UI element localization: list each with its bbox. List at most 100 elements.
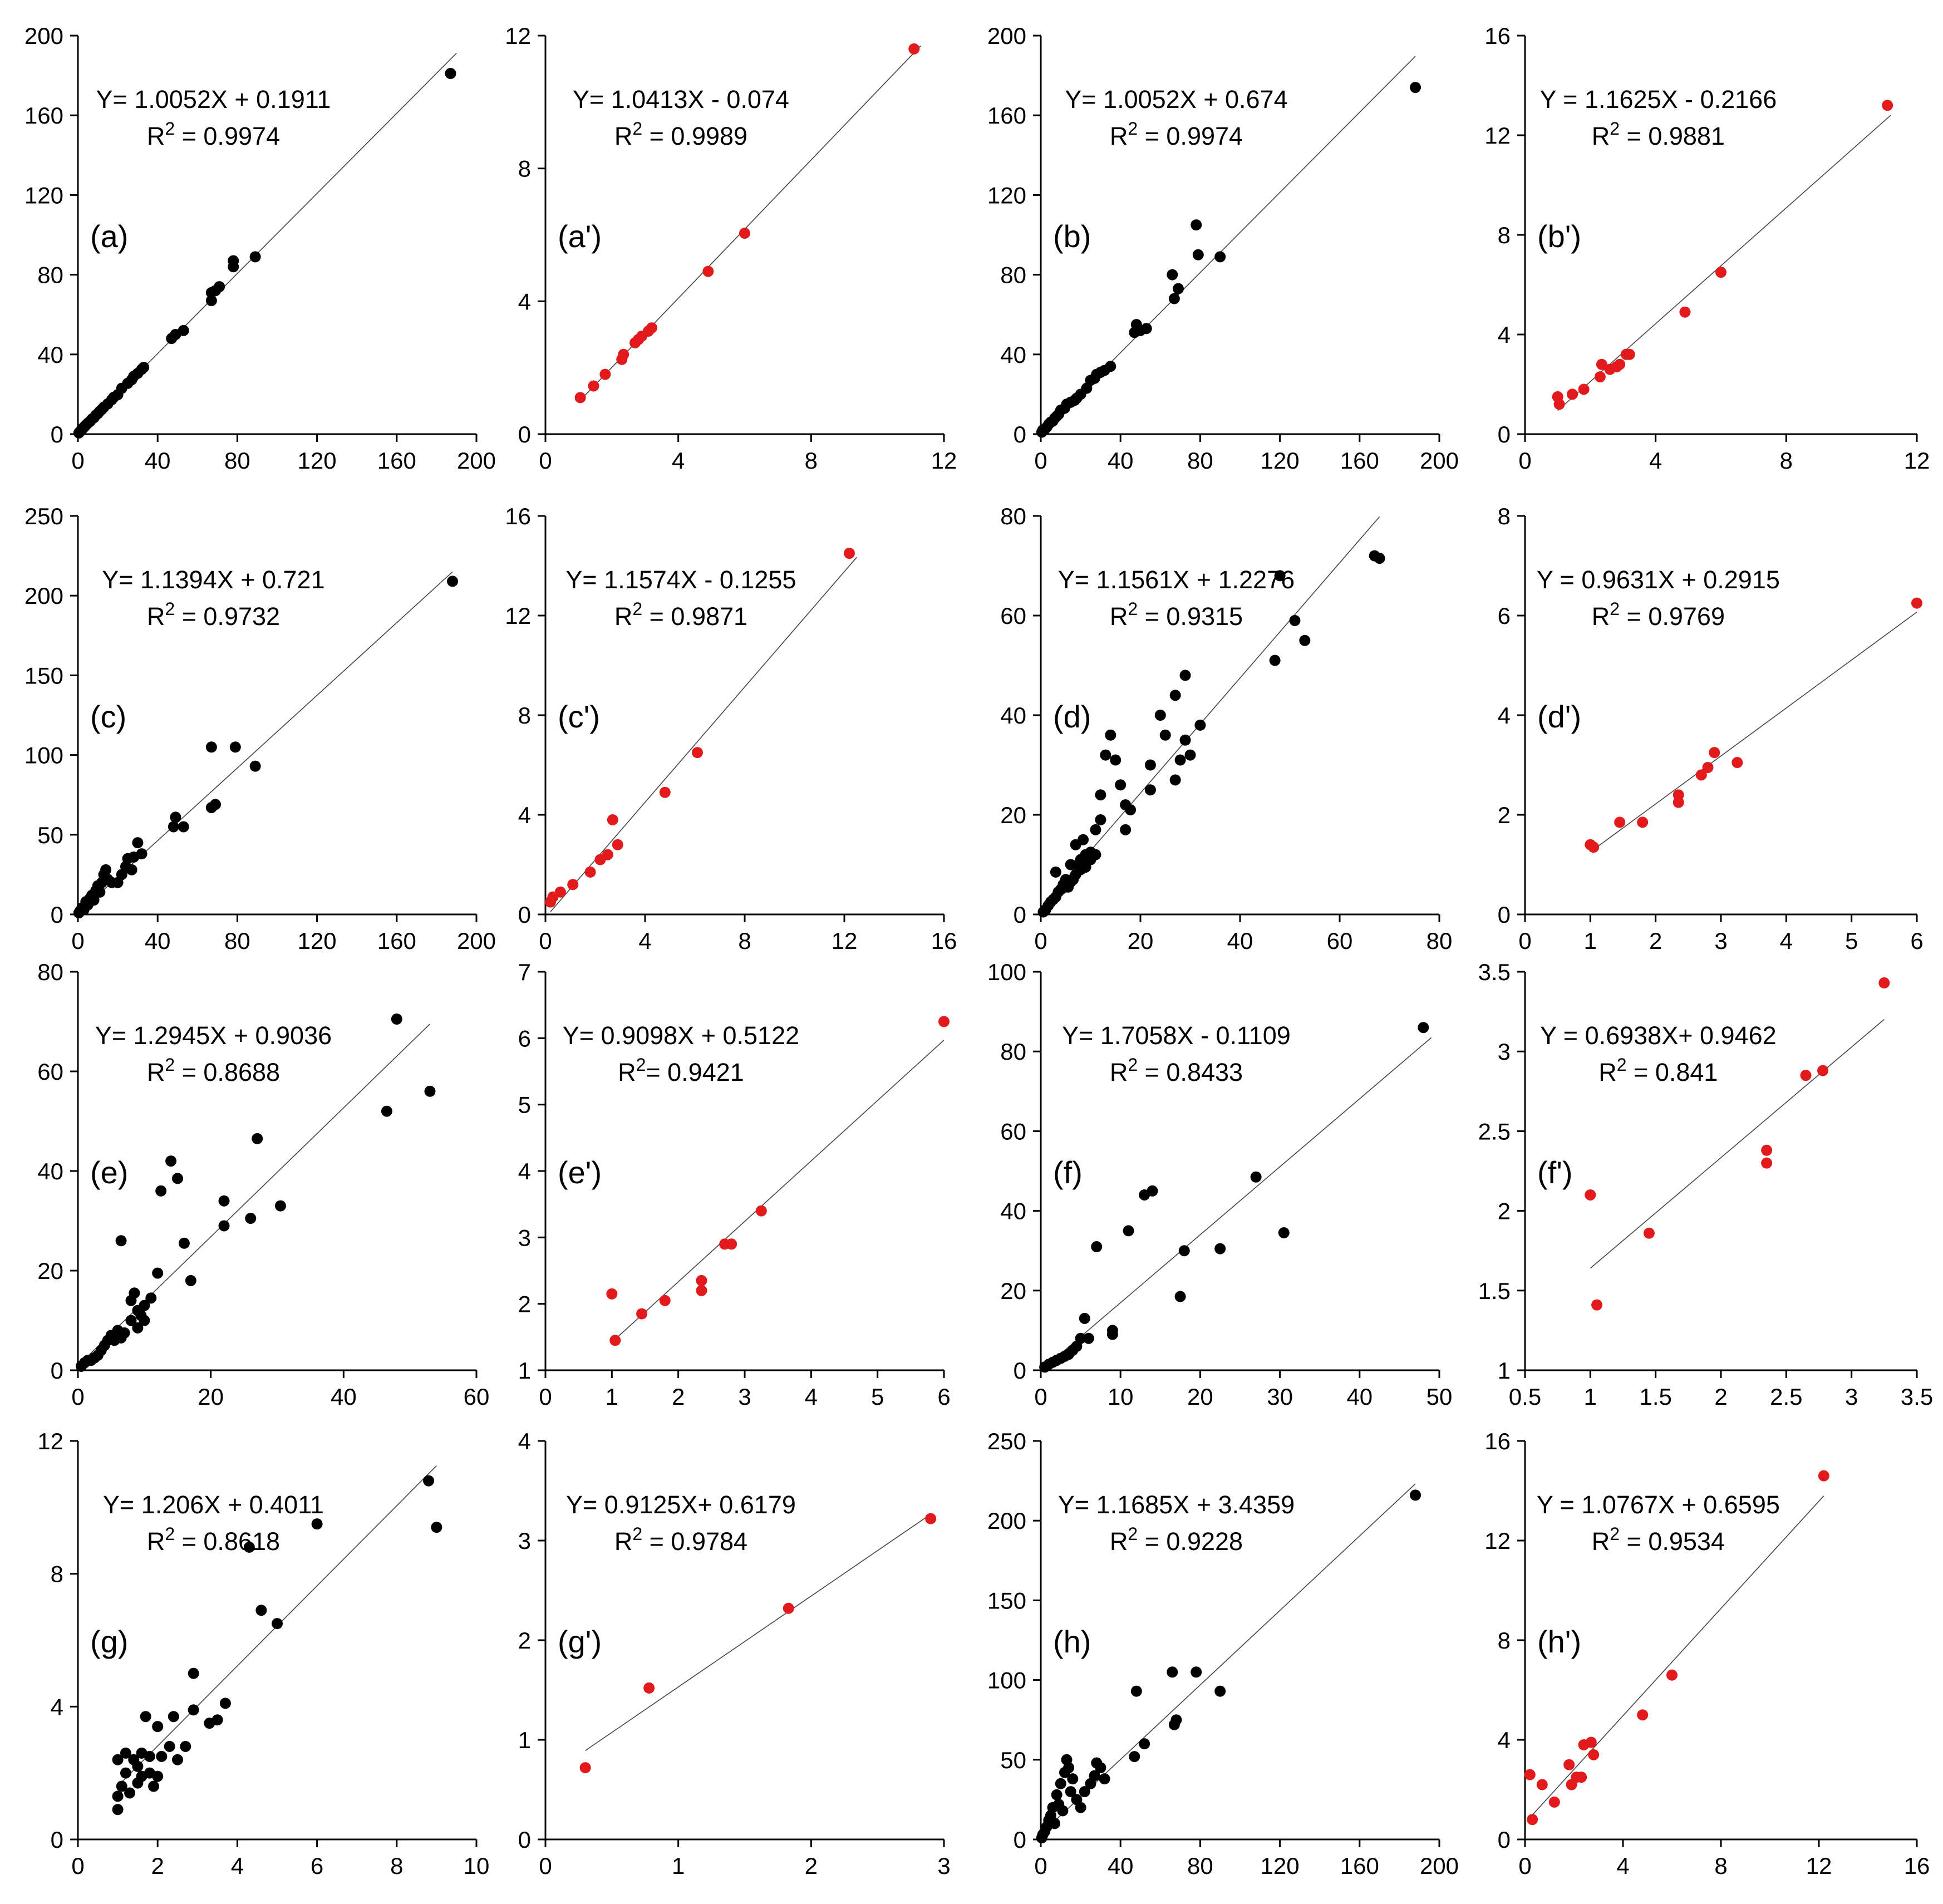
y-tick-label: 0 <box>518 421 531 447</box>
data-point <box>100 864 112 875</box>
x-tick-label: 10 <box>1108 1384 1134 1410</box>
x-tick-label: 1.5 <box>1639 1384 1671 1410</box>
data-point <box>116 1780 127 1792</box>
data-point <box>579 1762 591 1774</box>
y-tick-label: 2 <box>1498 1198 1511 1224</box>
y-tick-label: 80 <box>37 959 63 985</box>
r-squared-label: R2 = 0.9769 <box>1592 599 1725 631</box>
x-tick-label: 160 <box>377 928 416 954</box>
y-tick-label: 0 <box>1014 1827 1026 1853</box>
x-tick-label: 200 <box>457 447 496 474</box>
equation-label: Y= 1.1685X + 3.4359 <box>1058 1490 1295 1519</box>
data-point <box>1214 1685 1226 1697</box>
data-point <box>643 1682 655 1694</box>
data-point <box>1214 1243 1226 1254</box>
y-tick-label: 250 <box>24 503 63 529</box>
data-point <box>574 392 586 404</box>
equation-label: Y= 1.2945X + 0.9036 <box>95 1021 332 1050</box>
data-point <box>144 1750 155 1762</box>
equation-label: Y= 1.0052X + 0.1911 <box>96 85 331 114</box>
data-point <box>272 1618 283 1630</box>
data-point <box>696 1275 707 1286</box>
data-point <box>1178 1245 1190 1257</box>
y-tick-label: 40 <box>37 1158 63 1184</box>
panel-label: (f') <box>1537 1155 1573 1190</box>
panel-f: 0 10 20 30 40 50 0 20 40 60 80 100 Y= 1.7058X - 0.11… <box>987 959 1452 1410</box>
data-point <box>1191 219 1202 231</box>
panel-d: 0 20 40 60 80 0 20 40 60 80 Y= 1.1561X + 1.2276 R2 … <box>1000 503 1452 954</box>
data-point <box>129 1287 140 1299</box>
data-point <box>1095 814 1106 825</box>
data-point <box>445 68 456 80</box>
fit-line <box>585 1514 931 1752</box>
data-point <box>1527 1814 1538 1826</box>
x-tick-label: 16 <box>931 928 957 954</box>
data-point <box>229 741 241 753</box>
data-point <box>1585 1189 1596 1201</box>
data-point <box>152 1267 164 1279</box>
fit-line <box>1557 115 1891 411</box>
data-point <box>164 1740 175 1752</box>
data-point <box>1174 754 1186 766</box>
r-squared-label: R2 = 0.8688 <box>147 1055 280 1086</box>
data-point <box>1179 734 1191 746</box>
data-point <box>148 1780 160 1792</box>
y-tick-label: 50 <box>37 822 63 848</box>
data-point <box>249 251 261 263</box>
y-tick-label: 5 <box>518 1092 531 1118</box>
data-point <box>1130 1685 1142 1697</box>
data-point <box>1090 824 1101 835</box>
data-point <box>249 760 261 772</box>
r-squared-label: R2 = 0.841 <box>1598 1055 1718 1086</box>
y-tick-label: 3 <box>518 1528 531 1554</box>
y-tick-label: 60 <box>1000 1118 1026 1144</box>
x-tick-label: 8 <box>805 447 818 474</box>
y-tick-label: 12 <box>505 23 531 49</box>
y-tick-label: 6 <box>1498 603 1511 629</box>
data-point <box>1911 597 1922 609</box>
data-point <box>1269 655 1281 666</box>
data-point <box>1702 761 1714 773</box>
y-tick-label: 4 <box>1498 702 1511 729</box>
data-point <box>252 1133 263 1144</box>
panel-a: 0 40 80 120 160 200 0 40 80 120 160 200 Y= 1.0052X +… <box>24 23 496 474</box>
y-tick-label: 7 <box>518 959 531 985</box>
data-point <box>1374 553 1385 564</box>
data-point <box>1553 398 1565 410</box>
y-tick-label: 100 <box>987 959 1026 985</box>
x-tick-label: 1 <box>672 1853 685 1879</box>
r-squared-label: R2 = 0.9315 <box>1110 599 1243 631</box>
r-squared-label: R2 = 0.9784 <box>614 1524 747 1556</box>
data-point <box>112 1790 124 1802</box>
data-point <box>1184 749 1196 761</box>
data-point <box>170 811 181 823</box>
x-tick-label: 50 <box>1426 1384 1453 1410</box>
x-tick-label: 0 <box>1034 1853 1047 1879</box>
data-point <box>1410 1489 1421 1501</box>
data-point <box>1289 614 1301 626</box>
data-point <box>1591 1299 1603 1311</box>
data-point <box>1049 1818 1061 1829</box>
equation-label: Y = 1.0767X + 0.6595 <box>1537 1490 1780 1519</box>
x-tick-label: 40 <box>331 1384 357 1410</box>
data-point <box>423 1475 435 1487</box>
panel-label: (c') <box>558 699 600 734</box>
data-point <box>1173 283 1184 294</box>
x-tick-label: 40 <box>1346 1384 1373 1410</box>
panel-label: (e') <box>558 1155 602 1190</box>
equation-label: Y = 0.9631X + 0.2915 <box>1537 565 1780 594</box>
data-point <box>188 1704 199 1716</box>
data-point <box>138 362 150 373</box>
y-tick-label: 0 <box>51 421 63 447</box>
data-point <box>1278 1227 1290 1238</box>
x-tick-label: 40 <box>145 928 171 954</box>
data-point <box>1050 866 1061 878</box>
data-point <box>152 1721 164 1733</box>
data-point <box>140 1711 151 1723</box>
data-point <box>424 1085 436 1097</box>
data-point <box>132 1322 144 1334</box>
data-point <box>1091 1241 1103 1253</box>
x-tick-label: 120 <box>298 447 337 474</box>
x-tick-label: 0 <box>71 447 84 474</box>
y-tick-label: 120 <box>987 182 1026 208</box>
